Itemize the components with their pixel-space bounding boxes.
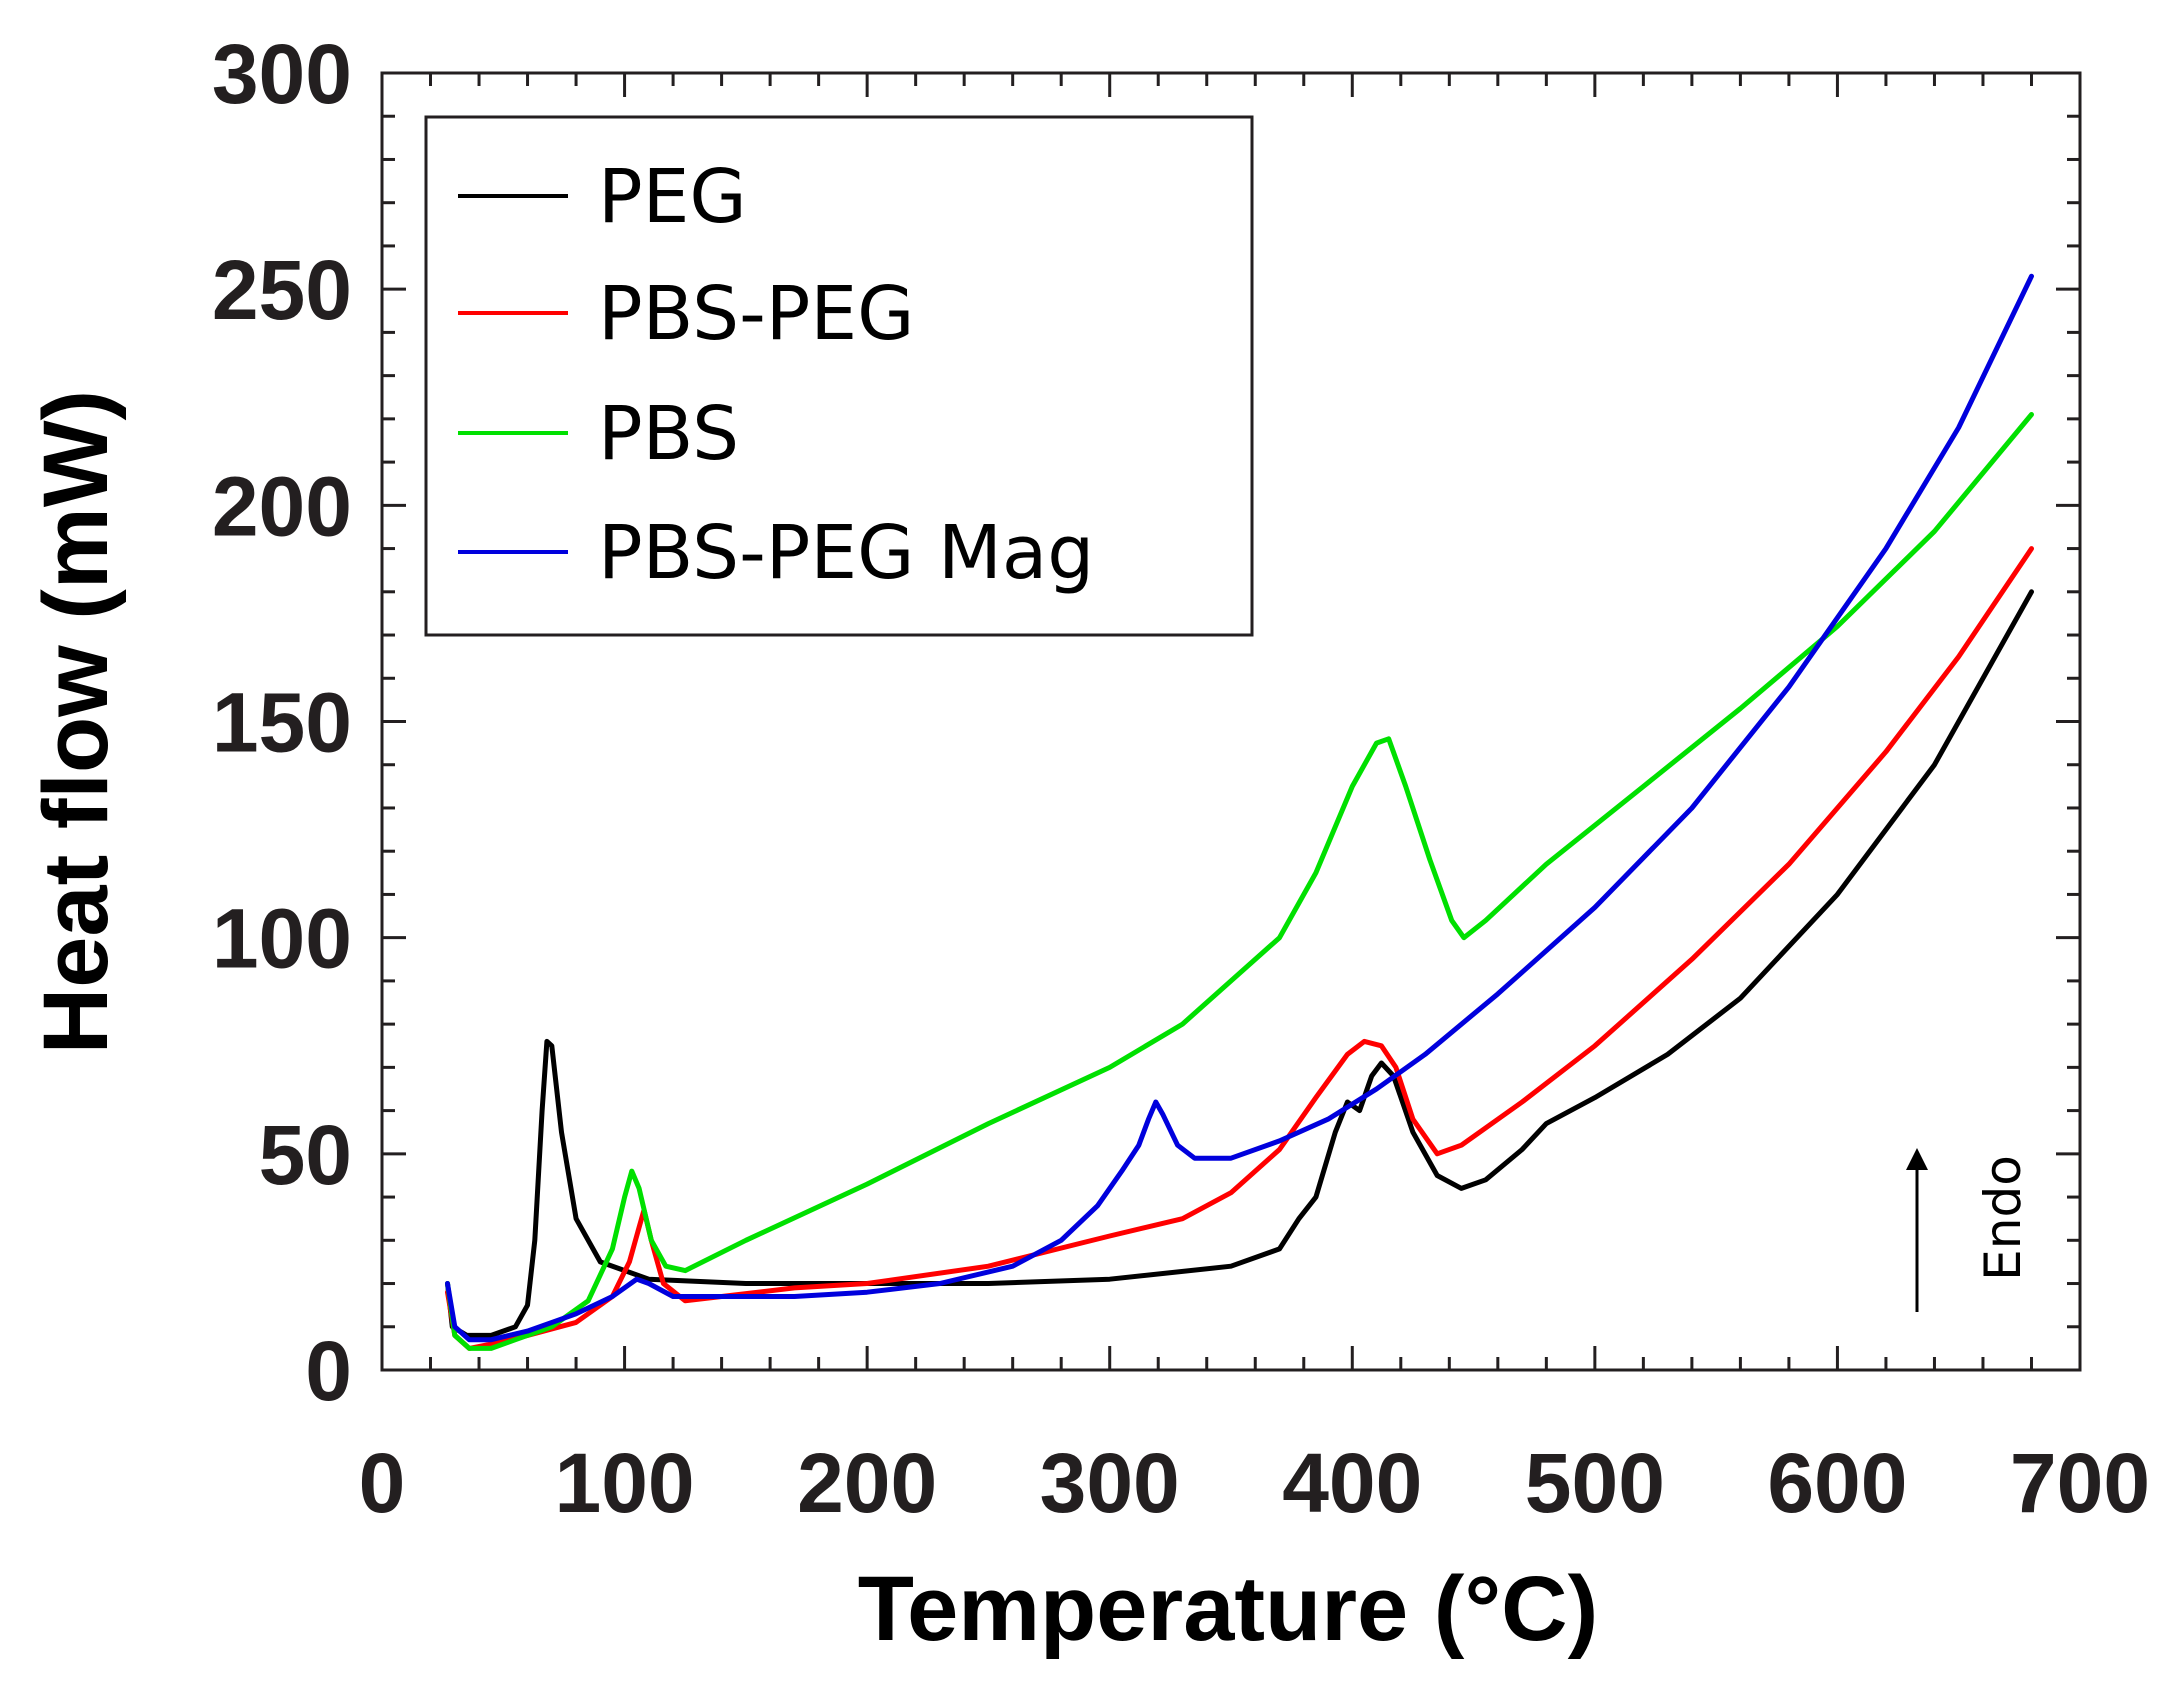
axis-ticks xyxy=(380,71,2082,1372)
legend-label-pbs-peg: PBS-PEG xyxy=(598,271,915,357)
y-tick-label: 0 xyxy=(305,1324,352,1418)
x-tick-label: 200 xyxy=(797,1436,937,1530)
x-tick-label: 400 xyxy=(1282,1436,1422,1530)
legend: PEG PBS-PEG PBS PBS-PEG Mag xyxy=(424,115,1254,637)
x-tick-labels: 0 100 200 300 400 500 600 700 xyxy=(359,1436,2150,1530)
x-tick-label: 500 xyxy=(1525,1436,1665,1530)
legend-box xyxy=(424,115,1254,637)
x-tick-label: 700 xyxy=(2010,1436,2150,1530)
y-tick-label: 300 xyxy=(212,27,352,121)
endo-arrow-head xyxy=(1906,1148,1928,1170)
endo-annotation: Endo xyxy=(1906,1148,2032,1312)
x-tick-label: 100 xyxy=(554,1436,694,1530)
series-line-pbs xyxy=(445,412,2034,1351)
y-tick-label: 200 xyxy=(212,459,352,553)
legend-label-pbs-peg-mag: PBS-PEG Mag xyxy=(598,510,1094,596)
y-tick-label: 250 xyxy=(212,243,352,337)
x-tick-label: 300 xyxy=(1040,1436,1180,1530)
series-line-pbs-peg xyxy=(445,546,2034,1351)
x-tick-label: 0 xyxy=(359,1436,406,1530)
y-tick-label: 150 xyxy=(212,676,352,770)
y-axis-title: Heat flow (mW) xyxy=(25,390,127,1054)
x-axis-title: Temperature (°C) xyxy=(858,1558,1599,1660)
y-tick-labels: 0 50 100 150 200 250 300 xyxy=(212,27,352,1418)
x-tick-label: 600 xyxy=(1767,1436,1907,1530)
legend-label-peg: PEG xyxy=(598,154,747,240)
legend-label-pbs: PBS xyxy=(598,391,739,477)
series-line-peg xyxy=(445,589,2034,1338)
y-tick-label: 50 xyxy=(259,1108,352,1202)
series-line-pbs-peg-mag xyxy=(445,273,2034,1343)
y-tick-label: 100 xyxy=(212,892,352,986)
endo-label: Endo xyxy=(1974,1155,2032,1281)
series-lines xyxy=(445,273,2034,1351)
